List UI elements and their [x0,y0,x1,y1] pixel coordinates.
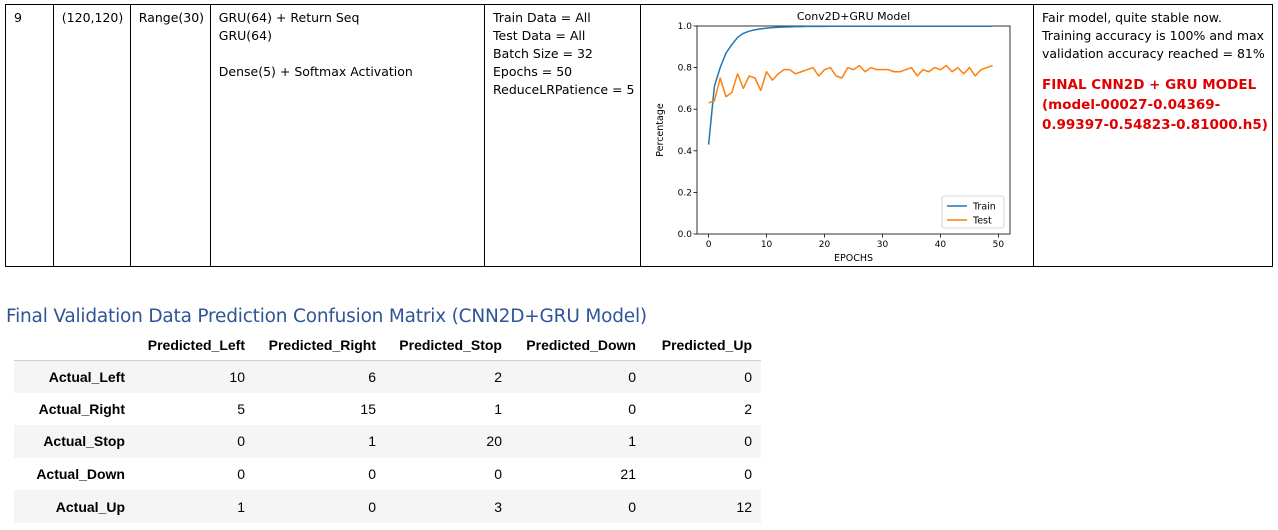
table-cell: 0 [628,400,636,417]
series-line-test [708,64,993,104]
y-tick-label: 0.0 [678,230,693,240]
y-tick-label: 0.4 [678,147,693,157]
table-cell: 1 [628,433,636,450]
table-cell: 1 [237,498,245,515]
param-line: Batch Size = 32 [493,46,593,61]
confusion-matrix-title: Final Validation Data Prediction Confusi… [6,306,647,327]
table-cell: 0 [744,433,752,450]
table-cell: 15 [360,400,376,417]
table-cell: 0 [744,368,752,385]
table-cell: 20 [486,433,502,450]
chart-cell: Conv2D+GRU Model 0 10 20 30 40 50 0.0 0.2 0.4 0.6 0… [641,5,1034,266]
confusion-matrix-table: Predicted_Left Predicted_Right Predicted… [14,330,761,523]
table-row: Actual_Up 1 0 3 0 12 [14,490,761,523]
table-cell: 0 [237,466,245,483]
experiment-number: 9 [14,10,22,25]
notes-cell: Fair model, quite stable now. Training a… [1034,5,1272,266]
table-cell: 0 [237,433,245,450]
experiment-row: 9 (120,120) Range(30) GRU(64) + Return S… [5,4,1273,267]
table-cell: 0 [628,368,636,385]
note-line: validation accuracy reached = 81% [1042,46,1265,61]
architecture-line: GRU(64) [218,28,272,43]
x-axis-label: EPOCHS [834,253,873,264]
chart-title: Conv2D+GRU Model [797,10,910,23]
x-tick-label: 40 [935,240,947,250]
param-line: Test Data = All [493,28,586,43]
image-size-cell: (120,120) [54,5,131,266]
y-tick-label: 1.0 [678,22,693,32]
column-header: Predicted_Left [134,330,254,361]
frames-cell: Range(30) [131,5,211,266]
table-row: Actual_Left 10 6 2 0 0 [14,360,761,393]
frames: Range(30) [138,10,205,25]
image-size: (120,120) [61,10,124,25]
series-line-train [707,25,993,145]
table-cell: 3 [494,498,502,515]
table-cell: 2 [744,400,752,417]
x-tick-label: 30 [877,240,889,250]
x-tick-label: 50 [993,240,1005,250]
row-header: Actual_Down [36,466,125,483]
table-cell: 0 [368,498,376,515]
table-cell: 0 [368,466,376,483]
column-header: Predicted_Right [254,330,385,361]
note-line: Training accuracy is 100% and max [1042,28,1265,43]
confusion-matrix-header-row: Predicted_Left Predicted_Right Predicted… [14,330,761,361]
table-cell: 0 [494,466,502,483]
table-cell: 12 [736,498,752,515]
param-line: Train Data = All [493,10,591,25]
legend-label: Train [972,202,996,213]
param-line: Epochs = 50 [493,64,573,79]
y-tick-label: 0.2 [678,188,692,198]
x-tick-label: 20 [819,240,831,250]
column-header: Predicted_Down [511,330,645,361]
final-note-line: (model-00027-0.04369- [1042,97,1221,113]
x-tick-label: 0 [706,240,712,250]
table-row: Actual_Stop 0 1 20 1 0 [14,425,761,458]
row-header: Actual_Right [38,400,125,417]
row-header: Actual_Stop [43,433,125,450]
table-cell: 1 [494,400,502,417]
y-axis-label: Percentage [655,103,666,157]
row-header: Actual_Up [55,498,125,515]
architecture-spacer [219,45,476,63]
corner-cell [14,330,134,361]
table-cell: 0 [628,498,636,515]
table-cell: 5 [237,400,245,417]
final-note-line: FINAL CNN2D + GRU MODEL [1042,77,1257,93]
architecture-line: GRU(64) + Return Seq [218,10,360,25]
param-line: ReduceLRPatience = 5 [493,82,635,97]
row-header: Actual_Left [48,368,125,385]
note-line: Fair model, quite stable now. [1042,10,1222,25]
y-tick-label: 0.8 [678,64,693,74]
table-cell: 0 [744,466,752,483]
final-model-note: FINAL CNN2D + GRU MODEL (model-00027-0.0… [1042,75,1268,135]
final-note-line: 0.99397-0.54823-0.81000.h5) [1042,117,1268,133]
table-cell: 1 [368,433,376,450]
accuracy-chart: Conv2D+GRU Model 0 10 20 30 40 50 0.0 0.2 0.4 0.6 0… [655,10,1011,264]
table-cell: 6 [368,368,376,385]
architecture-cell: GRU(64) + Return Seq GRU(64) Dense(5) + … [211,5,485,266]
experiment-number-cell: 9 [6,5,54,266]
table-cell: 10 [229,368,245,385]
table-cell: 2 [494,368,502,385]
params-cell: Train Data = All Test Data = All Batch S… [485,5,641,266]
column-header: Predicted_Stop [385,330,511,361]
x-tick-label: 10 [761,240,773,250]
y-tick-label: 0.6 [678,105,693,115]
architecture-line: Dense(5) + Softmax Activation [218,64,413,79]
legend-label: Test [972,216,992,227]
table-row: Actual_Right 5 15 1 0 2 [14,393,761,426]
table-row: Actual_Down 0 0 0 21 0 [14,458,761,491]
table-cell: 21 [620,466,636,483]
column-header: Predicted_Up [645,330,761,361]
